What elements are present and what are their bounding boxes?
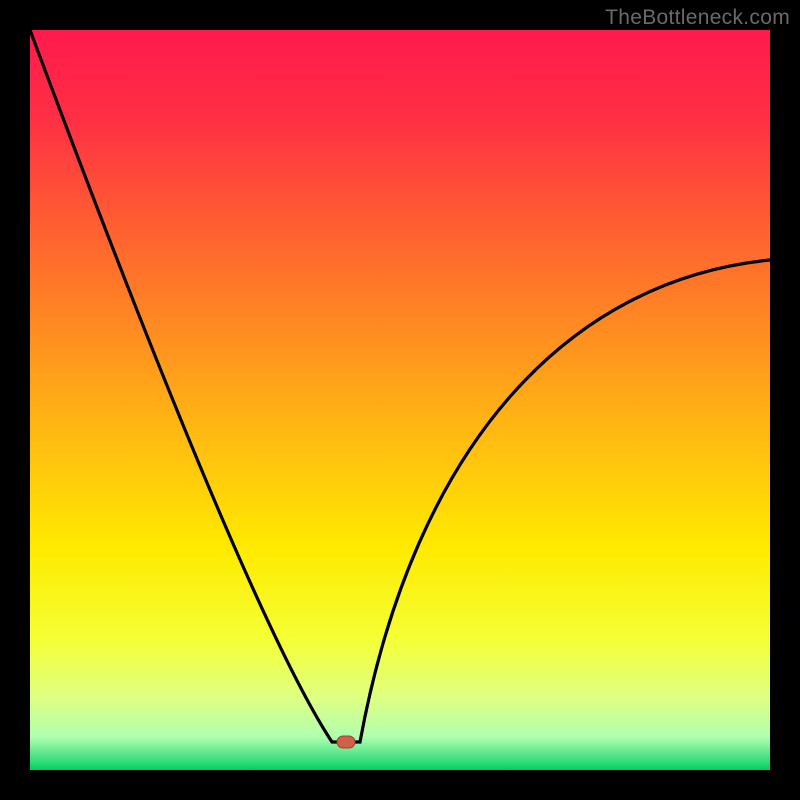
bottleneck-chart xyxy=(0,0,800,800)
optimal-point-marker xyxy=(337,736,355,748)
watermark-text: TheBottleneck.com xyxy=(605,6,790,30)
chart-frame: TheBottleneck.com xyxy=(0,0,800,800)
plot-background xyxy=(30,30,770,770)
